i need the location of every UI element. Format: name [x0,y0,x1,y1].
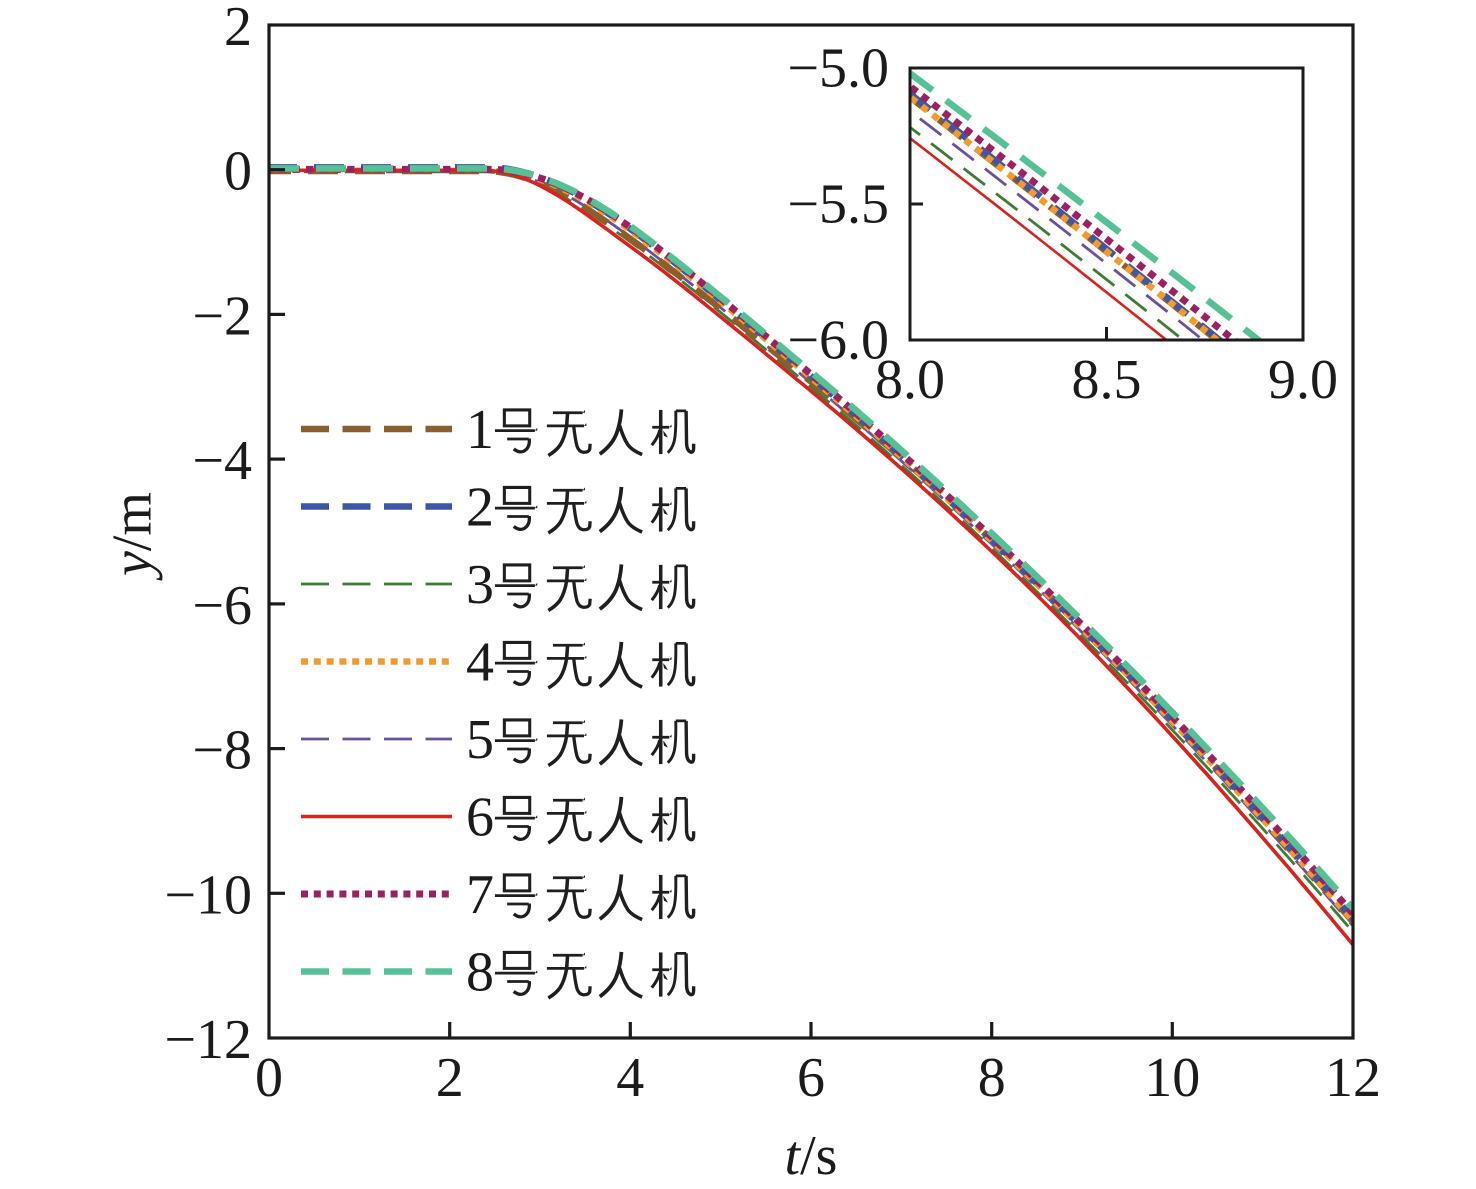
svg-text:6: 6 [797,1047,825,1109]
svg-text:8.5: 8.5 [1072,349,1142,411]
svg-text:2: 2 [466,477,494,539]
svg-text:1: 1 [466,399,494,461]
svg-text:−4: −4 [192,430,252,492]
svg-text:5: 5 [466,709,494,771]
svg-text:y/m: y/m [102,492,164,581]
svg-text:−5.0: −5.0 [787,38,889,100]
svg-text:4: 4 [466,632,494,694]
svg-text:12: 12 [1325,1047,1381,1109]
svg-text:8: 8 [466,942,494,1004]
svg-text:10: 10 [1144,1047,1200,1109]
svg-text:−10: −10 [164,864,252,926]
svg-text:9.0: 9.0 [1268,349,1338,411]
svg-text:−2: −2 [192,285,252,347]
svg-text:8: 8 [978,1047,1006,1109]
svg-text:3: 3 [466,554,494,616]
svg-text:7: 7 [466,864,494,926]
svg-text:−8: −8 [192,720,252,782]
svg-text:−6.0: −6.0 [787,310,889,372]
svg-text:4: 4 [616,1047,644,1109]
svg-text:−12: −12 [164,1009,252,1071]
svg-text:2: 2 [436,1047,464,1109]
svg-text:0: 0 [224,141,252,203]
svg-text:t/s: t/s [785,1125,838,1187]
svg-text:−6: −6 [192,575,252,637]
svg-text:8.0: 8.0 [875,349,945,411]
svg-text:−5.5: −5.5 [787,174,889,236]
svg-text:0: 0 [255,1047,283,1109]
svg-text:2: 2 [224,0,252,58]
svg-text:6: 6 [466,787,494,849]
